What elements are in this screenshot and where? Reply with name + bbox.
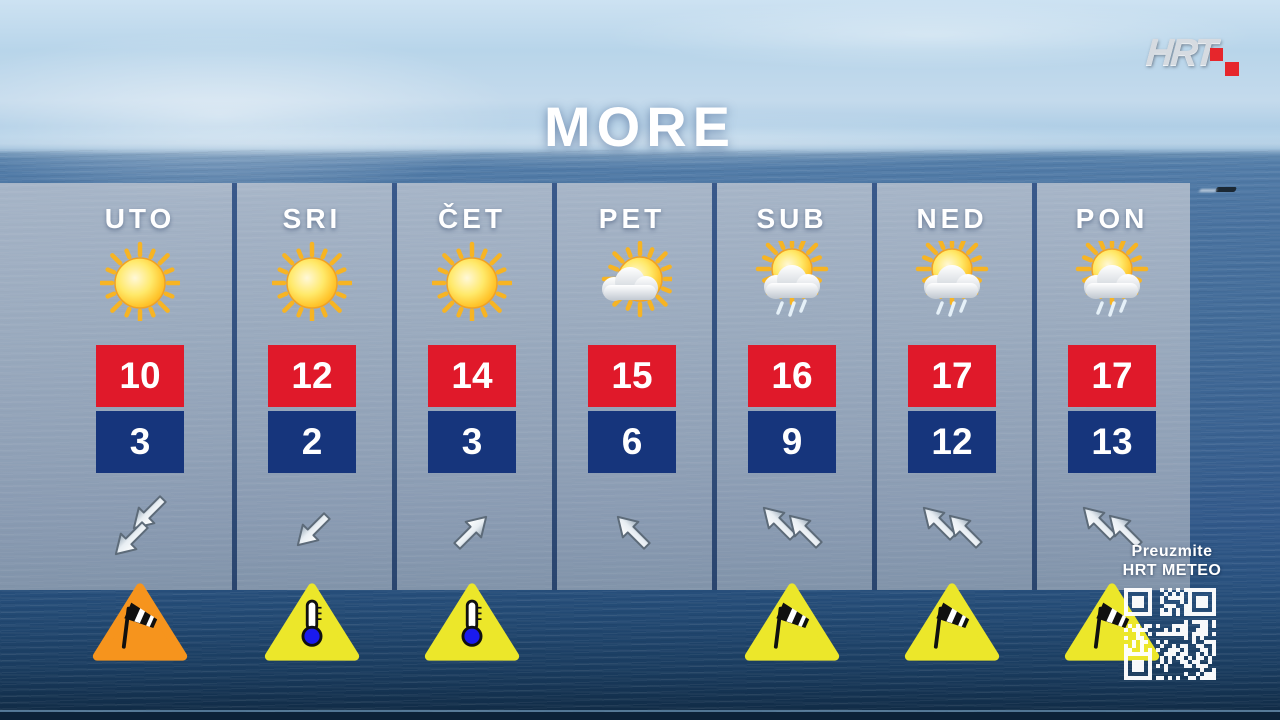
sun-icon [270, 241, 354, 325]
low-temp: 3 [428, 411, 516, 473]
weather-warning-icon [92, 582, 188, 662]
logo-red-square-icon [1225, 62, 1239, 76]
column-separator [872, 183, 877, 590]
forecast-day-column: UTO 10 3 [60, 183, 220, 661]
column-separator [1032, 183, 1037, 590]
warning-triangle-windsock-icon [744, 583, 840, 661]
weather-warning-icon [744, 582, 840, 662]
promo-line2: HRT METEO [1122, 562, 1222, 579]
wind-direction [430, 499, 514, 563]
forecast-day-column: PET 15 6 [552, 183, 712, 653]
low-temp: 2 [268, 411, 356, 473]
bottom-dark-band [0, 712, 1280, 720]
warning-triangle-windsock-icon [904, 583, 1000, 661]
weather-warning-icon [1064, 582, 1160, 662]
high-temp: 10 [96, 345, 184, 407]
weather-icon [98, 241, 182, 333]
wind-arrow-icon [120, 486, 175, 541]
wind-arrow-icon [1096, 502, 1151, 557]
weather-icon [1072, 232, 1152, 333]
weather-icon [430, 241, 514, 333]
weather-warning-icon [424, 582, 520, 662]
sun-icon [430, 241, 514, 325]
sun-rain-icon [915, 232, 989, 317]
day-label: UTO [104, 203, 176, 234]
high-temp: 14 [428, 345, 516, 407]
qr-code [1124, 588, 1216, 680]
weather-warning-icon [904, 582, 1000, 662]
weather-icon [270, 241, 354, 333]
wind-direction [98, 495, 182, 563]
hrt-logo: HRT [1144, 32, 1242, 84]
wind-arrow-icon [284, 503, 339, 558]
weather-icon [912, 232, 992, 333]
low-temp: 12 [908, 411, 996, 473]
wind-direction [1070, 499, 1154, 563]
low-temp: 9 [748, 411, 836, 473]
warning-triangle-windsock-icon [92, 583, 188, 661]
column-separator [392, 183, 397, 590]
promo-line1: Preuzmite [1131, 543, 1213, 560]
forecast-day-column: SRI 12 2 [232, 183, 392, 661]
forecast-day-column: ČET 14 3 [392, 183, 552, 661]
wind-direction [590, 499, 674, 563]
wind-arrow-icon [604, 503, 659, 558]
wind-arrow-icon [936, 502, 991, 557]
hrt-logo-text: HRT [1144, 32, 1216, 74]
high-temp: 17 [1068, 345, 1156, 407]
day-label: PET [598, 203, 666, 234]
sun-rain-icon [755, 232, 829, 317]
sun-rain-icon [1075, 232, 1149, 317]
wind-direction [750, 499, 834, 563]
low-temp: 3 [96, 411, 184, 473]
sun-cloud-icon [601, 240, 679, 318]
weather-warning-icon [264, 582, 360, 662]
forecast-day-column: NED 17 12 [872, 183, 1032, 661]
wind-arrow-icon [102, 512, 157, 567]
weather-icon [752, 232, 832, 333]
day-label: SRI [282, 203, 342, 234]
forecast-day-column: SUB 16 9 [712, 183, 872, 661]
column-separator [232, 183, 237, 590]
promo-text: Preuzmite HRT METEO [1106, 542, 1238, 580]
sun-icon [98, 241, 182, 325]
warning-triangle-thermometer-icon [424, 583, 520, 661]
day-label: NED [916, 203, 988, 234]
wind-arrow-icon [444, 503, 499, 558]
column-separator [712, 183, 717, 590]
day-label: PON [1075, 203, 1149, 234]
page-title: MORE [544, 95, 736, 158]
weather-icon [592, 240, 679, 333]
boat [1198, 187, 1238, 192]
column-separator [552, 183, 557, 590]
logo-red-square-icon [1210, 48, 1223, 61]
wind-direction [910, 499, 994, 563]
high-temp: 15 [588, 345, 676, 407]
high-temp: 12 [268, 345, 356, 407]
high-temp: 16 [748, 345, 836, 407]
warning-triangle-thermometer-icon [264, 583, 360, 661]
day-label: ČET [438, 203, 506, 234]
shore-light-line [0, 710, 1280, 712]
warning-triangle-windsock-icon [1064, 583, 1160, 661]
low-temp: 6 [588, 411, 676, 473]
wind-arrow-icon [776, 502, 831, 557]
low-temp: 13 [1068, 411, 1156, 473]
wind-direction [270, 499, 354, 563]
day-label: SUB [756, 203, 828, 234]
high-temp: 17 [908, 345, 996, 407]
forecast-day-column: PON 17 13 [1032, 183, 1192, 661]
